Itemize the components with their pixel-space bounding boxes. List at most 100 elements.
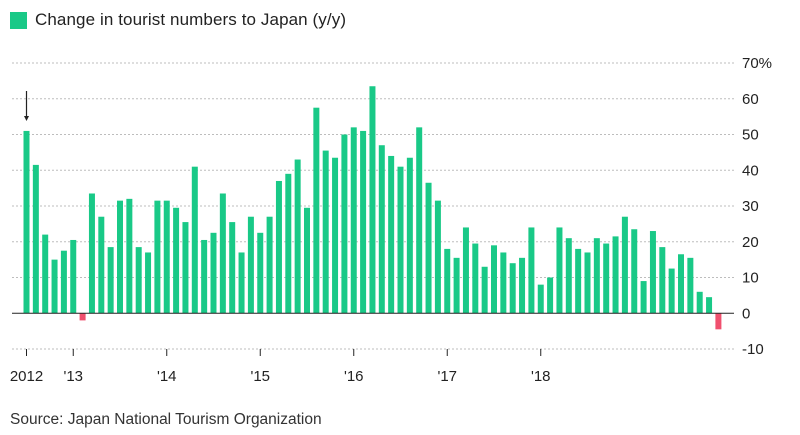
bar xyxy=(163,200,170,314)
x-axis xyxy=(12,312,734,356)
x-tick-label: '13 xyxy=(63,368,83,385)
bar xyxy=(332,157,339,314)
legend-swatch xyxy=(10,11,27,29)
x-tick-label: '18 xyxy=(531,368,551,385)
bar xyxy=(388,155,395,314)
bar xyxy=(425,182,432,314)
bar xyxy=(32,164,39,314)
bar xyxy=(528,227,535,314)
bar xyxy=(500,252,507,314)
bar xyxy=(247,216,254,314)
bar xyxy=(434,200,441,314)
bar xyxy=(98,216,105,314)
annotation xyxy=(24,91,29,121)
bar xyxy=(519,257,526,314)
bar xyxy=(397,166,404,314)
bar xyxy=(547,277,554,314)
bar xyxy=(304,207,310,314)
bar xyxy=(668,268,675,314)
bar xyxy=(145,252,152,314)
bar xyxy=(687,257,694,314)
y-axis-labels: 70% 60 50 40 30 20 10 0 -10 xyxy=(742,55,772,358)
bar xyxy=(42,234,49,314)
bar xyxy=(715,313,722,330)
bar xyxy=(322,150,329,314)
bar xyxy=(593,238,600,314)
x-axis-labels: 2012 '13 '14 '15 '16 '17 '18 xyxy=(10,368,551,385)
x-tick-label: '15 xyxy=(250,368,270,385)
bar xyxy=(210,232,217,314)
bar xyxy=(294,159,301,314)
bar xyxy=(266,216,273,314)
bar xyxy=(706,297,713,314)
legend-label: Change in tourist numbers to Japan (y/y) xyxy=(35,10,347,29)
x-tick-label: '16 xyxy=(344,368,364,385)
bar xyxy=(444,248,451,314)
bar xyxy=(23,130,30,314)
bar xyxy=(406,157,413,314)
y-tick-label: 40 xyxy=(742,162,759,179)
bar xyxy=(621,216,628,314)
bar xyxy=(88,193,95,314)
bar xyxy=(107,247,114,314)
y-tick-label: 10 xyxy=(742,270,759,287)
bar xyxy=(678,254,684,314)
bar xyxy=(472,243,479,314)
bar xyxy=(117,200,123,314)
y-tick-label: 60 xyxy=(742,91,759,108)
bar xyxy=(51,259,58,314)
bar xyxy=(509,263,516,314)
bar xyxy=(659,247,666,314)
bar xyxy=(79,313,86,321)
bar xyxy=(537,284,544,314)
bar xyxy=(126,198,133,314)
bar xyxy=(341,134,348,314)
bar xyxy=(154,200,161,314)
bar xyxy=(70,239,77,314)
source-note: Source: Japan National Tourism Organizat… xyxy=(10,411,322,428)
bar xyxy=(491,245,497,314)
bar xyxy=(360,130,367,314)
bar xyxy=(219,193,226,314)
bar xyxy=(201,239,208,314)
y-tick-label: 70% xyxy=(742,55,772,72)
bar xyxy=(556,227,563,314)
bar xyxy=(191,166,198,314)
bar xyxy=(173,207,180,314)
bar xyxy=(565,238,572,314)
bar xyxy=(229,222,236,314)
bar xyxy=(182,222,189,314)
bar xyxy=(257,232,264,314)
bar xyxy=(369,86,376,314)
y-tick-label: 30 xyxy=(742,198,759,215)
annotation-arrow-head xyxy=(24,116,29,121)
bar xyxy=(603,243,610,314)
bar xyxy=(350,127,357,314)
bar xyxy=(275,180,282,314)
bar xyxy=(631,229,638,314)
x-tick-label: '14 xyxy=(157,368,177,385)
bar xyxy=(453,257,460,314)
x-tick-label: '17 xyxy=(437,368,457,385)
bar xyxy=(575,248,582,314)
bar xyxy=(696,291,703,314)
bar xyxy=(60,250,67,314)
y-tick-label: 20 xyxy=(742,234,759,251)
bar xyxy=(584,252,591,314)
bar xyxy=(135,247,142,314)
bar xyxy=(462,227,469,314)
bar xyxy=(416,127,423,314)
y-tick-label: 50 xyxy=(742,127,759,144)
bar xyxy=(640,281,647,314)
bar xyxy=(285,173,292,314)
bar xyxy=(612,236,619,314)
legend: Change in tourist numbers to Japan (y/y) xyxy=(10,8,346,32)
y-tick-label: -10 xyxy=(742,341,764,358)
bars xyxy=(23,86,722,330)
bar xyxy=(378,145,385,314)
bar xyxy=(238,252,245,314)
x-tick-label: 2012 xyxy=(10,368,43,385)
bar xyxy=(649,231,656,314)
bar xyxy=(481,266,488,314)
